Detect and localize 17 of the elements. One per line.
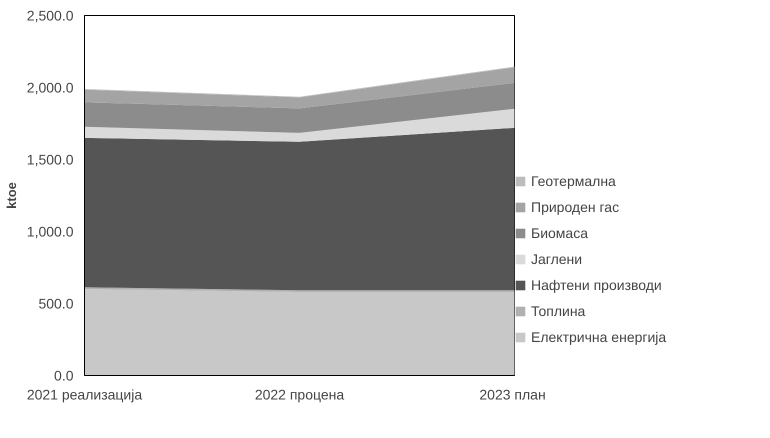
series-label: Геотермална	[531, 173, 616, 189]
series-label: Јаглени	[531, 251, 582, 267]
x-tick-label: 2021 реализација	[26, 386, 142, 402]
series-label: Електрична енергија	[531, 329, 666, 345]
x-tick-label: 2023 план	[479, 386, 546, 402]
series-label: Природен гас	[531, 199, 620, 215]
y-tick-label: 500.0	[38, 296, 74, 312]
y-tick-label: 2,500.0	[26, 8, 74, 24]
x-tick-label: 2022 процена	[254, 386, 344, 402]
series-label: Биомаса	[531, 225, 588, 241]
y-tick-label: 0.0	[54, 368, 74, 384]
y-tick-label: 2,000.0	[26, 80, 74, 96]
y-axis-title: ktoe	[4, 182, 19, 209]
series-label: Нафтени производи	[531, 277, 662, 293]
y-tick-label: 1,000.0	[26, 224, 74, 240]
y-tick-label: 1,500.0	[26, 152, 74, 168]
series-label: Топлина	[531, 303, 586, 319]
